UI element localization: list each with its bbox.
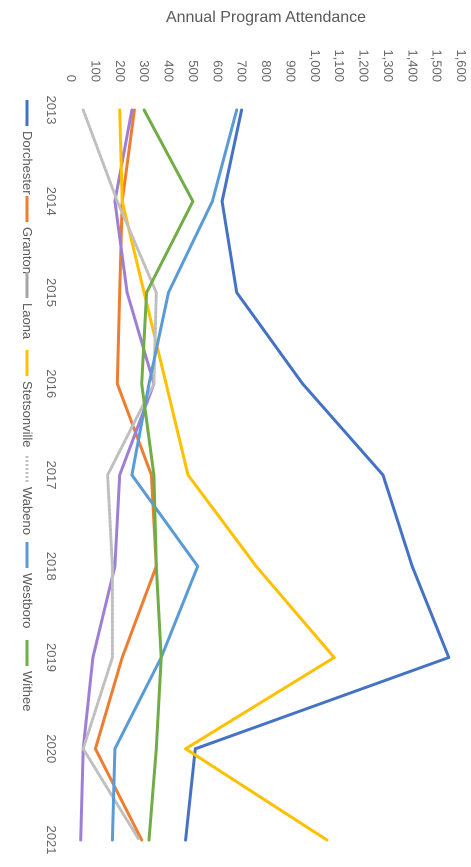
- series-line-wabeno: [81, 108, 158, 842]
- series-line-granton: [93, 108, 158, 842]
- y-tick-label: 1,600: [454, 49, 469, 82]
- y-tick-label: 1,000: [308, 49, 323, 82]
- legend: Dorchester Granton Laona Stetsonville Wabeno…: [20, 100, 35, 711]
- plot-lines: [79, 108, 451, 842]
- x-tick-label: 2016: [44, 369, 59, 398]
- y-tick-label: 800: [259, 60, 274, 82]
- x-tick-label: 2021: [44, 826, 59, 855]
- x-tick-label: 2013: [44, 96, 59, 125]
- y-tick-label: 1,500: [430, 49, 445, 82]
- series-line-withee: [140, 108, 195, 842]
- series-line-dorchester: [184, 108, 451, 842]
- legend-label-westboro: Westboro: [20, 573, 35, 628]
- y-tick-label: 500: [186, 60, 201, 82]
- y-axis-title: Annual Program Attendance: [166, 9, 366, 26]
- legend-label-laona: Laona: [20, 303, 35, 340]
- y-tick-label: 200: [113, 60, 128, 82]
- legend-label-wabeno: Wabeno: [20, 487, 35, 535]
- y-tick-label: 100: [88, 60, 103, 82]
- rotated-chart-group: Annual Program Attendance 0 100 200 300 400 5…: [20, 9, 469, 854]
- x-tick-label: 2020: [44, 734, 59, 763]
- x-tick-label: 2019: [44, 643, 59, 672]
- legend-label-stetsonville: Stetsonville: [20, 381, 35, 447]
- x-tick-label: 2014: [44, 187, 59, 216]
- y-axis-ticks: 0 100 200 300 400 500 600 700 800 900 1,000 1,100 1,…: [64, 49, 469, 82]
- series-line-westboro: [110, 108, 239, 842]
- legend-label-withee: Withee: [20, 671, 35, 711]
- x-tick-label: 2018: [44, 552, 59, 581]
- y-tick-label: 1,400: [405, 49, 420, 82]
- legend-label-granton: Granton: [20, 227, 35, 274]
- y-tick-label: 300: [137, 60, 152, 82]
- series-line-laona: [79, 108, 156, 842]
- y-tick-label: 1,200: [357, 49, 372, 82]
- y-tick-label: 400: [162, 60, 177, 82]
- y-tick-label: 600: [210, 60, 225, 82]
- y-tick-label: 700: [235, 60, 250, 82]
- y-tick-label: 900: [283, 60, 298, 82]
- y-tick-label: 0: [64, 75, 79, 82]
- x-axis-ticks: 2013 2014 2015 2016 2017 2018 2019 2020 2021: [44, 96, 59, 855]
- legend-label-dorchester: Dorchester: [20, 131, 35, 195]
- x-tick-label: 2017: [44, 461, 59, 490]
- y-tick-label: 1,100: [332, 49, 347, 82]
- y-tick-label: 1,300: [381, 49, 396, 82]
- x-tick-label: 2015: [44, 278, 59, 307]
